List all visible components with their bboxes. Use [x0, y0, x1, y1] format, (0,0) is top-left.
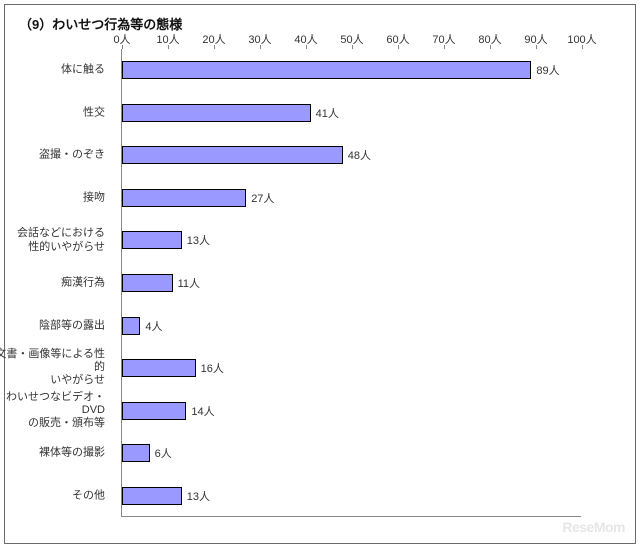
bar: [122, 359, 196, 377]
x-tick-mark: [168, 45, 169, 49]
bar: [122, 274, 173, 292]
y-category-label: 痴漢行為: [0, 276, 105, 289]
y-category-label: 盗撮・のぞき: [0, 149, 105, 162]
bar: [122, 231, 182, 249]
bar-value-label: 13人: [187, 232, 210, 248]
x-tick-mark: [536, 45, 537, 49]
chart-area: 0人10人20人30人40人50人60人70人80人90人100人89人41人4…: [121, 49, 591, 527]
bar: [122, 104, 311, 122]
bar-value-label: 14人: [191, 403, 214, 419]
plot-area: 0人10人20人30人40人50人60人70人80人90人100人89人41人4…: [121, 49, 581, 517]
bar-value-label: 41人: [316, 105, 339, 121]
bar-value-label: 27人: [251, 190, 274, 206]
y-category-label: 体に触る: [0, 64, 105, 77]
bar-value-label: 16人: [201, 360, 224, 376]
y-category-label: その他: [0, 489, 105, 502]
y-category-label: 接吻: [0, 191, 105, 204]
bar-value-label: 48人: [348, 147, 371, 163]
bar-value-label: 89人: [536, 62, 559, 78]
x-tick-mark: [490, 45, 491, 49]
bar: [122, 189, 246, 207]
x-tick-mark: [260, 45, 261, 49]
x-tick-mark: [122, 45, 123, 49]
y-category-label: 陰部等の露出: [0, 319, 105, 332]
x-tick-mark: [398, 45, 399, 49]
x-tick-mark: [214, 45, 215, 49]
bar-value-label: 13人: [187, 488, 210, 504]
chart-frame: （9）わいせつ行為等の態様 0人10人20人30人40人50人60人70人80人…: [4, 4, 636, 544]
bar-value-label: 6人: [155, 445, 172, 461]
bar: [122, 317, 140, 335]
y-category-label: 文書・画像等による性的いやがらせ: [0, 348, 105, 388]
bar-value-label: 4人: [145, 318, 162, 334]
x-tick-mark: [352, 45, 353, 49]
y-category-label: 会話などにおける性的いやがらせ: [0, 227, 105, 253]
y-category-label: 裸体等の撮影: [0, 447, 105, 460]
bar-value-label: 11人: [178, 275, 200, 291]
bar: [122, 487, 182, 505]
y-category-label: わいせつなビデオ・DVDの販売・頒布等: [0, 391, 105, 431]
bar: [122, 146, 343, 164]
x-tick-mark: [582, 45, 583, 49]
y-category-label: 性交: [0, 106, 105, 119]
watermark: ReseMom: [562, 519, 625, 535]
bar: [122, 61, 531, 79]
bar: [122, 444, 150, 462]
x-tick-mark: [444, 45, 445, 49]
bar: [122, 402, 186, 420]
x-tick-mark: [306, 45, 307, 49]
